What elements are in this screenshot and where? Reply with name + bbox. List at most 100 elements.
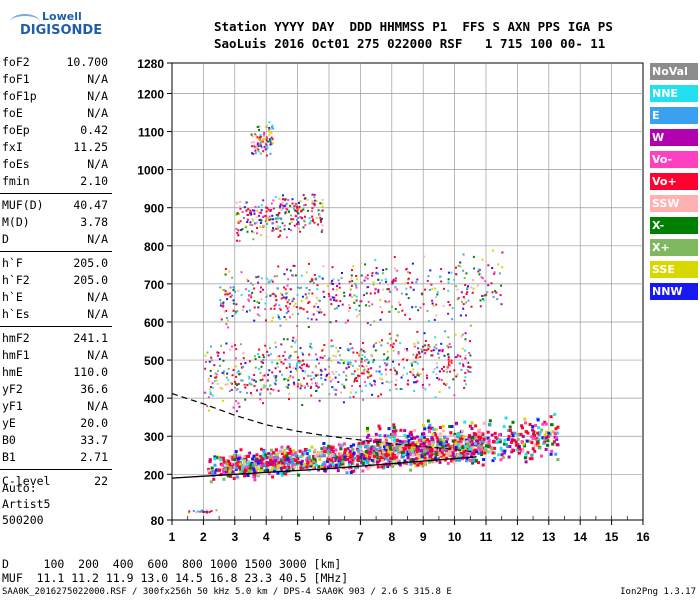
echo-point	[376, 456, 380, 460]
echo-point	[491, 451, 495, 455]
echo-point	[315, 277, 318, 280]
echo-point	[500, 284, 503, 287]
echo-point	[501, 266, 504, 269]
echo-point	[219, 286, 222, 289]
echo-point	[392, 447, 396, 451]
echo-point	[427, 275, 430, 278]
echo-point	[490, 282, 493, 285]
echo-point	[417, 446, 421, 450]
echo-point	[213, 364, 216, 367]
echo-point	[367, 361, 370, 364]
echo-point	[389, 290, 392, 293]
echo-point	[392, 426, 396, 429]
echo-point	[520, 440, 524, 444]
echo-point	[353, 456, 357, 460]
echo-point	[254, 457, 258, 461]
echo-point	[460, 291, 463, 294]
echo-point	[275, 458, 279, 462]
echo-point	[450, 361, 453, 364]
echo-point	[301, 295, 304, 298]
echo-point	[268, 218, 271, 221]
echo-point	[447, 346, 450, 349]
echo-point	[263, 374, 266, 377]
echo-point	[391, 435, 395, 438]
echo-point	[288, 447, 292, 451]
echo-point	[360, 390, 363, 393]
echo-point	[511, 436, 515, 440]
echo-point	[521, 426, 524, 430]
echo-point	[410, 433, 414, 437]
echo-point	[366, 274, 369, 277]
echo-point	[315, 374, 317, 377]
echo-point	[216, 351, 219, 354]
echo-point	[283, 228, 286, 231]
y-tick-label: 80	[151, 514, 165, 528]
param-name: h`F2	[2, 273, 30, 287]
echo-point	[263, 384, 265, 387]
echo-point	[256, 227, 259, 229]
echo-point	[259, 371, 262, 374]
echo-point	[456, 288, 459, 291]
y-tick-label: 1000	[137, 164, 164, 178]
echo-point	[353, 301, 356, 304]
echo-point	[244, 465, 248, 469]
echo-point	[316, 288, 319, 291]
echo-point	[285, 385, 288, 388]
echo-point	[541, 422, 545, 426]
echo-point	[441, 424, 445, 428]
echo-point	[463, 420, 467, 424]
echo-point	[310, 394, 313, 397]
echo-point	[280, 361, 283, 364]
echo-point	[222, 471, 225, 475]
echo-point	[231, 315, 234, 317]
echo-point	[265, 124, 268, 127]
echo-point	[408, 271, 411, 274]
echo-point	[523, 417, 527, 421]
echo-point	[253, 287, 256, 290]
echo-point	[492, 249, 494, 252]
echo-point	[381, 339, 383, 342]
echo-point	[354, 391, 357, 394]
echo-point	[461, 429, 464, 433]
echo-point	[260, 219, 263, 222]
echo-point	[429, 446, 433, 450]
echo-point	[327, 359, 330, 361]
echo-point	[382, 454, 386, 458]
echo-point	[349, 361, 352, 364]
echo-point	[396, 451, 400, 455]
echo-point	[274, 453, 278, 456]
echo-point	[288, 306, 290, 308]
echo-point	[235, 400, 238, 403]
echo-point	[283, 205, 286, 208]
echo-point	[439, 438, 443, 442]
echo-point	[478, 432, 482, 436]
param-value: 205.0	[73, 256, 108, 270]
echo-point	[400, 388, 403, 391]
echo-point	[282, 354, 285, 357]
echo-point	[300, 274, 303, 277]
echo-point	[339, 458, 343, 462]
echo-point	[383, 448, 387, 452]
echo-point	[265, 319, 267, 322]
echo-point	[253, 319, 256, 322]
echo-point	[528, 423, 532, 426]
echo-point	[238, 239, 241, 242]
echo-point	[426, 419, 430, 423]
echo-point	[464, 376, 467, 379]
echo-point	[504, 416, 508, 420]
echo-point	[456, 432, 460, 436]
echo-point	[421, 350, 424, 353]
echo-point	[460, 335, 463, 338]
echo-point	[270, 142, 273, 145]
echo-point	[225, 474, 229, 477]
echo-point	[301, 450, 305, 454]
echo-point	[447, 336, 450, 339]
echo-point	[389, 368, 392, 371]
echo-point	[456, 354, 459, 357]
echo-point	[270, 202, 273, 205]
echo-point	[407, 277, 410, 280]
echo-point	[253, 385, 256, 388]
echo-point	[228, 470, 232, 474]
echo-point	[385, 373, 387, 376]
echo-point	[262, 402, 264, 405]
